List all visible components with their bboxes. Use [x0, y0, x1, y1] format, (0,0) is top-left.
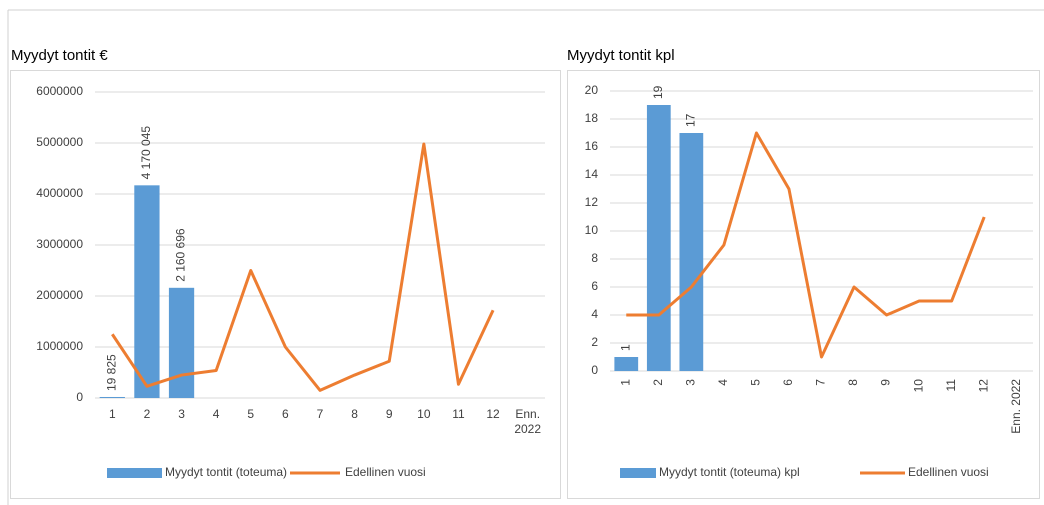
y-tick-label: 16	[585, 139, 599, 153]
bar	[614, 357, 639, 371]
x-tick-label-box: 10	[417, 407, 431, 421]
line	[111, 142, 495, 392]
x-tick-label: 4	[716, 379, 730, 386]
y-tick-label: 20	[585, 83, 599, 97]
x-tick-label-box: 3	[178, 407, 185, 421]
x-tick-label: 7	[316, 407, 324, 421]
x-tick-label: 10	[911, 379, 925, 393]
x-tick-label: 5	[749, 379, 763, 386]
x-tick-label-box: 8	[351, 407, 358, 421]
bar	[646, 105, 671, 371]
panel	[567, 70, 1040, 499]
legend-label: Myydyt tontit (toteuma) kpl	[659, 465, 800, 479]
x-tick-label: 2	[651, 379, 665, 386]
x-tick-label-box: 9	[385, 407, 393, 421]
x-tick-label: 8	[351, 407, 358, 421]
x-tick-label-box: Enn. 2022	[514, 407, 542, 436]
x-tick-label: 3	[178, 407, 185, 421]
y-tick-label: 18	[585, 111, 599, 125]
y-tick-label: 10	[585, 223, 599, 237]
x-tick-label: 11	[452, 407, 465, 421]
y-tick-label: 6000000	[36, 84, 83, 98]
x-tick-label: 1	[618, 379, 632, 386]
data-label: 17	[684, 113, 698, 127]
x-tick-label: 11	[944, 379, 958, 392]
bar	[134, 185, 160, 398]
legend-label: Myydyt tontit (toteuma)	[165, 465, 287, 479]
y-tick-label: 3000000	[36, 237, 83, 251]
x-tick-label: 9	[879, 379, 893, 386]
x-tick-label-box: 2	[143, 407, 151, 421]
y-tick-label: 4000000	[36, 186, 83, 200]
data-label: 1	[618, 344, 632, 351]
y-tick-label: 0	[76, 390, 83, 404]
x-tick-label-box: 1	[108, 407, 116, 421]
x-tick-label: 12	[976, 379, 990, 393]
x-tick-label: 5	[247, 407, 255, 421]
y-tick-label: 0	[591, 363, 598, 377]
legend-swatch	[107, 468, 162, 478]
legend-label: Edellinen vuosi	[908, 465, 989, 479]
y-tick-label: 12	[585, 195, 599, 209]
x-tick-label: 10	[417, 407, 431, 421]
y-tick-label: 14	[585, 167, 599, 181]
y-tick-label: 5000000	[36, 135, 83, 149]
x-tick-label: 7	[814, 379, 828, 386]
y-tick-label: 1000000	[36, 339, 83, 353]
x-tick-label: 3	[684, 379, 698, 386]
x-tick-label: 2	[143, 407, 151, 421]
x-tick-label: 12	[486, 407, 500, 421]
chart-title: Myydyt tontit kpl	[567, 47, 675, 64]
bar	[99, 396, 125, 398]
y-tick-label: 2000000	[36, 288, 83, 302]
x-tick-label-box: 5	[247, 407, 255, 421]
chart-title: Myydyt tontit €	[11, 47, 108, 64]
bar	[679, 133, 704, 371]
x-tick-label-box: 4	[212, 407, 220, 421]
data-label: 19 825	[104, 354, 118, 391]
x-tick-label-box: 11	[452, 407, 465, 421]
y-tick-label: 2	[591, 335, 598, 349]
data-label: 4 170 045	[139, 126, 153, 180]
y-tick-label: 6	[591, 279, 598, 293]
x-tick-label: 4	[212, 407, 220, 421]
bar	[168, 287, 195, 398]
x-tick-label-box: 7	[316, 407, 324, 421]
x-tick-label: 6	[781, 379, 795, 386]
panel	[10, 70, 561, 499]
x-tick-label-box: 12	[486, 407, 500, 421]
data-label: 2 160 696	[174, 228, 188, 282]
line	[626, 131, 986, 359]
x-tick-label-box: 6	[282, 407, 289, 421]
y-tick-label: 4	[591, 307, 598, 321]
x-tick-label: 8	[846, 379, 860, 386]
legend-swatch	[620, 468, 656, 478]
data-label: 19	[651, 85, 665, 99]
x-tick-label: Enn. 2022	[514, 407, 542, 436]
x-tick-label: Enn. 2022	[1009, 379, 1023, 434]
x-tick-label: 1	[108, 407, 116, 421]
legend-label: Edellinen vuosi	[345, 465, 426, 479]
x-tick-label: 6	[282, 407, 289, 421]
x-tick-label: 9	[385, 407, 393, 421]
y-tick-label: 8	[591, 251, 598, 265]
